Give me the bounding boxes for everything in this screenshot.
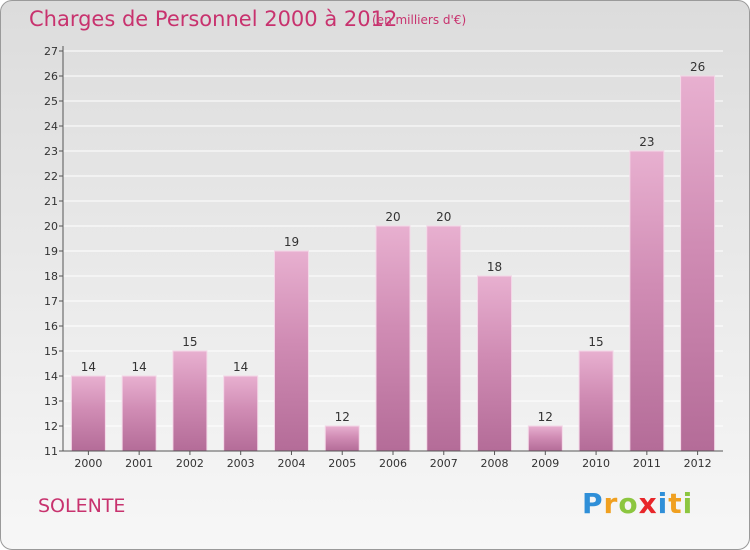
bar: [477, 275, 513, 452]
x-axis: 2000 2001 2002 2003 2004 2005 2006 2007 2008 2009…: [63, 450, 723, 470]
logo-letter: t: [668, 487, 683, 520]
x-tick-label: 2002: [176, 457, 204, 470]
bar: [680, 75, 716, 452]
bar-value-label: 12: [335, 410, 350, 424]
y-tick-label: 19: [44, 245, 58, 258]
x-tick-label: 2000: [74, 457, 102, 470]
logo-letter: o: [618, 487, 639, 520]
x-tick-label: 2004: [277, 457, 305, 470]
chart-title: Charges de Personnel 2000 à 2012: [29, 7, 398, 31]
bar-value-label: 26: [690, 60, 705, 74]
x-tick-label: 2006: [379, 457, 407, 470]
y-tick-label: 24: [44, 120, 58, 133]
y-tick-label: 12: [44, 420, 58, 433]
bar-value-label: 14: [132, 360, 147, 374]
bar: [375, 225, 411, 452]
bar: [629, 150, 665, 452]
proxiti-logo: Proxiti: [582, 487, 693, 520]
y-axis: 11 12 13 14 15 16 17 18 19 20 21 22 23 24 25 26 27: [44, 45, 64, 458]
x-tick-label: 2012: [684, 457, 712, 470]
bar-value-label: 15: [182, 335, 197, 349]
bar: [527, 425, 563, 452]
bar-value-label: 12: [538, 410, 553, 424]
logo-letter: i: [657, 487, 669, 520]
bar-value-label: 18: [487, 260, 502, 274]
bar-value-label: 14: [233, 360, 248, 374]
x-tick-label: 2008: [481, 457, 509, 470]
y-tick-label: 18: [44, 270, 58, 283]
y-tick-label: 16: [44, 320, 58, 333]
y-tick-label: 11: [44, 445, 58, 458]
x-tick-label: 2011: [633, 457, 661, 470]
bar-value-label: 19: [284, 235, 299, 249]
y-tick-label: 14: [44, 370, 58, 383]
x-tick-label: 2007: [430, 457, 458, 470]
y-tick-label: 13: [44, 395, 58, 408]
logo-letter: r: [603, 487, 619, 520]
x-tick-label: 2009: [531, 457, 559, 470]
chart-subtitle: (en milliers d'€): [372, 13, 467, 27]
y-tick-label: 21: [44, 195, 58, 208]
logo-letter: x: [638, 487, 658, 520]
y-tick-label: 23: [44, 145, 58, 158]
bar-value-label: 23: [639, 135, 654, 149]
value-labels: 14 14 15 14 19 12 20 20 18 12 15 23 26: [81, 60, 706, 424]
x-tick-label: 2003: [227, 457, 255, 470]
bar: [273, 250, 309, 452]
y-tick-label: 27: [44, 45, 58, 58]
y-tick-label: 26: [44, 70, 58, 83]
bar-value-label: 15: [588, 335, 603, 349]
town-name: SOLENTE: [38, 495, 126, 517]
logo-letter: P: [582, 487, 604, 520]
bar: [223, 375, 259, 452]
bars: [70, 75, 716, 452]
y-tick-label: 25: [44, 95, 58, 108]
bar: [172, 350, 208, 452]
y-tick-label: 22: [44, 170, 58, 183]
bar: [426, 225, 462, 452]
bar: [578, 350, 614, 452]
bar-value-label: 20: [385, 210, 400, 224]
x-tick-label: 2001: [125, 457, 153, 470]
logo-letter: i: [682, 487, 694, 520]
bar: [70, 375, 106, 452]
x-tick-label: 2010: [582, 457, 610, 470]
y-tick-label: 20: [44, 220, 58, 233]
bar-value-label: 20: [436, 210, 451, 224]
x-tick-label: 2005: [328, 457, 356, 470]
bar: [121, 375, 157, 452]
y-tick-label: 17: [44, 295, 58, 308]
y-tick-label: 15: [44, 345, 58, 358]
bar: [324, 425, 360, 452]
bar-value-label: 14: [81, 360, 96, 374]
